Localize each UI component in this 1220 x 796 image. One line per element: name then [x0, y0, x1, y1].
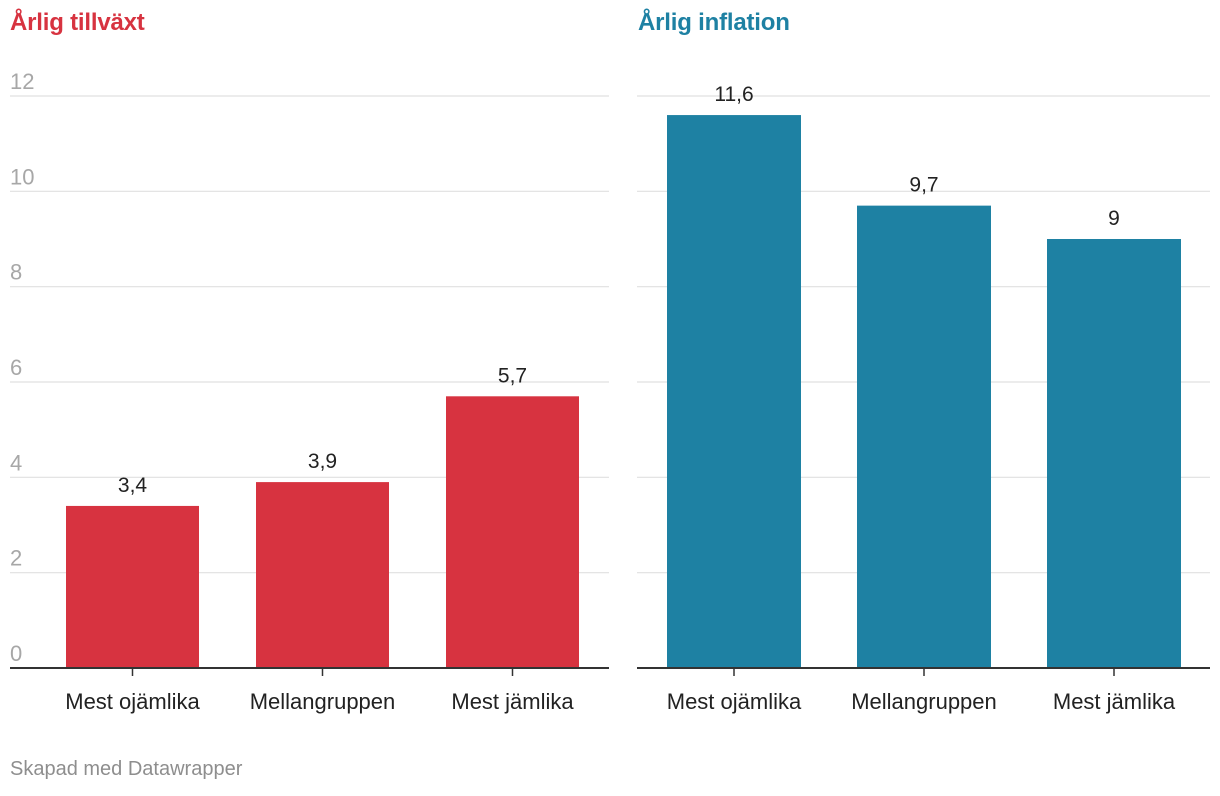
- bar-value-label: 3,9: [308, 450, 337, 473]
- chart-title-inflation: Årlig inflation: [638, 9, 790, 36]
- bar-value-label: 11,6: [714, 83, 753, 106]
- x-category-label: Mest jämlika: [451, 689, 574, 714]
- bar-value-label: 9: [1108, 207, 1120, 230]
- x-category-label: Mest ojämlika: [65, 689, 200, 714]
- y-tick-label: 8: [10, 260, 22, 285]
- y-tick-label: 12: [10, 69, 34, 94]
- y-tick-label: 4: [10, 450, 22, 475]
- bar: [446, 396, 579, 668]
- x-category-label: Mest jämlika: [1053, 689, 1176, 714]
- y-tick-label: 10: [10, 164, 34, 189]
- bar: [1047, 239, 1181, 668]
- bar-value-label: 3,4: [118, 474, 148, 497]
- y-tick-label: 2: [10, 546, 22, 571]
- x-category-label: Mest ojämlika: [667, 689, 802, 714]
- bar: [66, 505, 199, 668]
- y-tick-label: 0: [10, 641, 22, 666]
- bar: [667, 115, 801, 669]
- bar-value-label: 9,7: [909, 174, 938, 197]
- bar-value-label: 5,7: [498, 364, 527, 387]
- y-tick-label: 6: [10, 355, 22, 380]
- bar: [857, 205, 991, 668]
- chart-title-growth: Årlig tillväxt: [10, 9, 145, 36]
- x-category-label: Mellangruppen: [851, 689, 997, 714]
- footer-credit: Skapad med Datawrapper: [10, 758, 243, 780]
- bar: [256, 482, 389, 668]
- x-category-label: Mellangruppen: [250, 689, 396, 714]
